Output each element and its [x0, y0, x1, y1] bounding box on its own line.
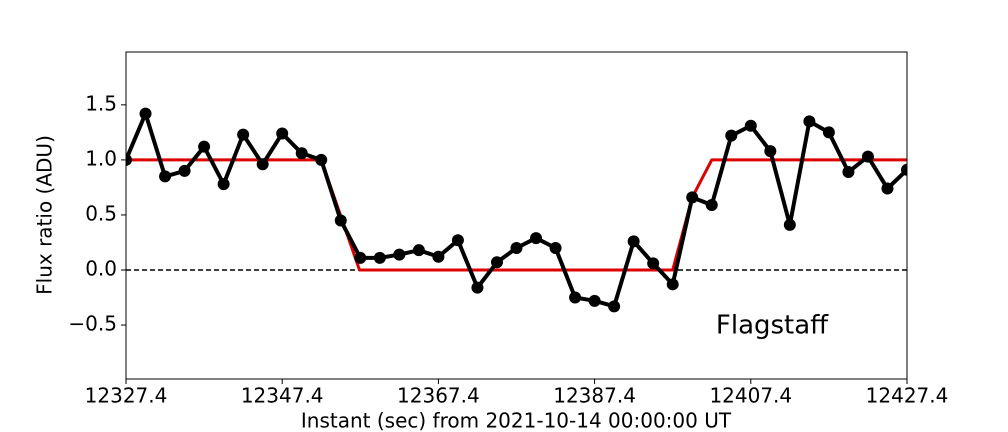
data-point [139, 107, 152, 120]
data-point [315, 153, 328, 166]
data-point [842, 166, 855, 179]
data-point [159, 170, 172, 183]
x-tick-label: 12407.4 [709, 384, 792, 408]
data-point [198, 140, 211, 153]
data-point [627, 235, 640, 248]
y-tick-label: 0.0 [85, 257, 117, 281]
annotation: Flagstaff [716, 311, 829, 341]
data-point [432, 250, 445, 263]
x-tick-label: 12347.4 [241, 384, 324, 408]
data-point [803, 115, 816, 128]
y-tick-label: 1.5 [85, 91, 117, 115]
series-line [126, 111, 907, 309]
plot-area [126, 107, 907, 313]
data-point [861, 150, 874, 163]
data-point [412, 244, 425, 257]
data-point [881, 182, 894, 195]
y-tick-label: −0.5 [68, 312, 117, 336]
data-point [126, 153, 132, 166]
data-point [901, 163, 907, 176]
data-point [666, 278, 679, 291]
data-point [783, 218, 796, 231]
x-tick-label: 12327.4 [85, 384, 168, 408]
data-point [647, 257, 660, 270]
data-point [295, 147, 308, 160]
plot-frame [125, 51, 908, 380]
data-point [569, 291, 582, 304]
y-tick-label: 0.5 [85, 201, 117, 225]
data-point [276, 127, 289, 140]
data-point [373, 251, 386, 264]
data-point [490, 256, 503, 269]
data-point [471, 281, 484, 294]
data-point [725, 129, 738, 142]
x-tick-label: 12387.4 [553, 384, 636, 408]
data-point [510, 241, 523, 254]
x-tick-label: 12367.4 [397, 384, 480, 408]
data-point [256, 158, 269, 171]
data-point [237, 128, 250, 141]
data-point [549, 241, 562, 254]
data-point [354, 251, 367, 264]
y-tick-label: 1.0 [85, 146, 117, 170]
data-point [686, 191, 699, 204]
data-point [178, 164, 191, 177]
data-point [588, 294, 601, 307]
data-point [764, 145, 777, 158]
data-point [530, 232, 543, 245]
x-tick-label: 12427.4 [866, 384, 949, 408]
data-point [334, 214, 347, 227]
data-point [393, 248, 406, 261]
data-point [744, 119, 757, 132]
x-axis-label: Instant (sec) from 2021-10-14 00:00:00 U… [301, 409, 732, 432]
data-point [705, 199, 718, 212]
data-point [451, 234, 464, 247]
data-point [822, 126, 835, 139]
data-point [217, 178, 230, 191]
data-point [608, 300, 621, 313]
y-axis-label: Flux ratio (ADU) [33, 135, 57, 295]
